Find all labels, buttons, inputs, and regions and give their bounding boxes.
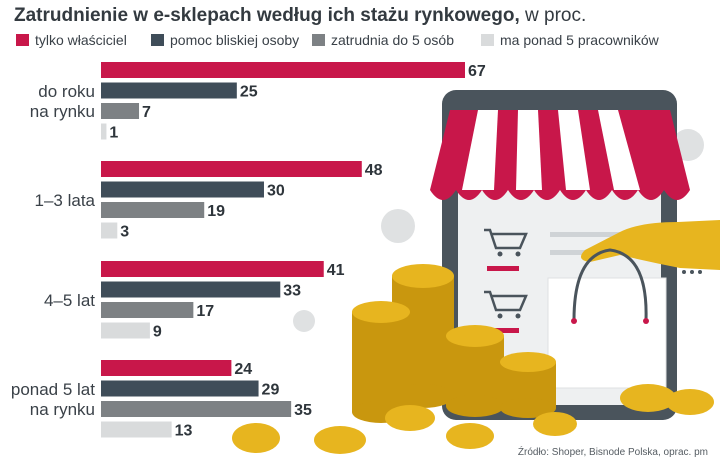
category-label: 1–3 lata (35, 191, 96, 210)
awning-stripe (462, 110, 498, 190)
coin-icon (314, 426, 366, 454)
chart-title: Zatrudnienie w e-sklepach według ich sta… (14, 5, 586, 26)
product-line (550, 232, 650, 237)
bar (101, 222, 118, 239)
cart-wheel (515, 313, 521, 319)
legend-label-1: tylko właściciel (35, 32, 127, 48)
cart-icon (484, 290, 528, 312)
bar (101, 202, 205, 218)
bar (101, 161, 362, 177)
cart-wheel (497, 251, 503, 257)
category-label: ponad 5 lat (11, 380, 95, 399)
bar (101, 421, 172, 438)
bar-value-label: 67 (468, 63, 486, 80)
bar (101, 123, 107, 140)
legend-label-4: ma ponad 5 pracowników (500, 32, 660, 48)
dot (698, 270, 702, 274)
bag-rivet (643, 318, 649, 324)
bar (101, 360, 232, 376)
legend: tylko właściciel pomoc bliskiej osoby za… (16, 32, 660, 48)
category-label: 4–5 lat (44, 291, 95, 310)
grey-coin-icon (293, 310, 315, 332)
chart-title-bold: Zatrudnienie w e-sklepach według ich sta… (14, 5, 520, 26)
bar-value-label: 17 (196, 303, 214, 320)
bar-value-label: 13 (175, 423, 193, 440)
dot (682, 270, 686, 274)
bar (101, 380, 259, 397)
shop-illustration (232, 90, 720, 454)
bar (101, 103, 140, 119)
legend-swatch-3 (312, 34, 325, 46)
bar (101, 302, 194, 318)
coin-icon (232, 423, 280, 453)
bar-value-label: 7 (142, 104, 151, 121)
grey-coin-icon (381, 209, 415, 243)
bar (101, 82, 237, 99)
chart-title-unit: w proc. (520, 5, 587, 26)
bar-value-label: 19 (207, 203, 225, 220)
bar-value-label: 33 (283, 283, 301, 300)
bar-value-label: 1 (109, 125, 118, 142)
coin-stack (352, 301, 410, 423)
awning-scallop (430, 190, 690, 200)
bar-value-label: 35 (294, 402, 312, 419)
bar-value-label: 3 (120, 224, 129, 241)
cart-wheel (515, 251, 521, 257)
bar-value-label: 48 (365, 162, 383, 179)
cart-wheel (497, 313, 503, 319)
cart-bar (487, 328, 519, 333)
coin-icon (533, 412, 577, 436)
bag-rivet (571, 318, 577, 324)
bar (101, 62, 465, 78)
bar-value-label: 9 (153, 324, 162, 341)
legend-swatch-2 (151, 34, 164, 46)
coin-icon (620, 384, 676, 412)
legend-label-3: zatrudnia do 5 osób (331, 32, 454, 48)
shopping-bag-icon (547, 277, 667, 389)
bar (101, 181, 264, 198)
bar-value-label: 30 (267, 183, 285, 200)
category-label: na rynku (30, 400, 95, 419)
bar-value-label: 29 (262, 382, 280, 399)
bar (101, 261, 324, 277)
legend-swatch-1 (16, 34, 29, 46)
awning-stripe (598, 110, 640, 190)
awning-stripe (516, 110, 542, 190)
hand-icon (581, 220, 720, 270)
cart-bar (487, 266, 519, 271)
bar-value-label: 41 (327, 262, 345, 279)
coin-stack (500, 352, 556, 418)
category-label: do roku (38, 82, 95, 101)
coin-icon (446, 423, 494, 449)
bag-handle (572, 248, 648, 321)
bar-value-label: 25 (240, 84, 258, 101)
bar-value-label: 24 (234, 361, 252, 378)
dot (690, 270, 694, 274)
category-label: na rynku (30, 102, 95, 121)
awning-stripe (558, 110, 590, 190)
source-note: Źródło: Shoper, Bisnode Polska, oprac. p… (518, 445, 708, 458)
bar (101, 281, 281, 298)
coin-icon (666, 389, 714, 415)
legend-swatch-4 (481, 34, 494, 46)
bar (101, 322, 150, 339)
legend-label-2: pomoc bliskiej osoby (170, 32, 299, 48)
coin-icon (385, 405, 435, 431)
cart-icon (484, 228, 528, 250)
bar (101, 401, 292, 417)
coin-stack (446, 325, 504, 417)
